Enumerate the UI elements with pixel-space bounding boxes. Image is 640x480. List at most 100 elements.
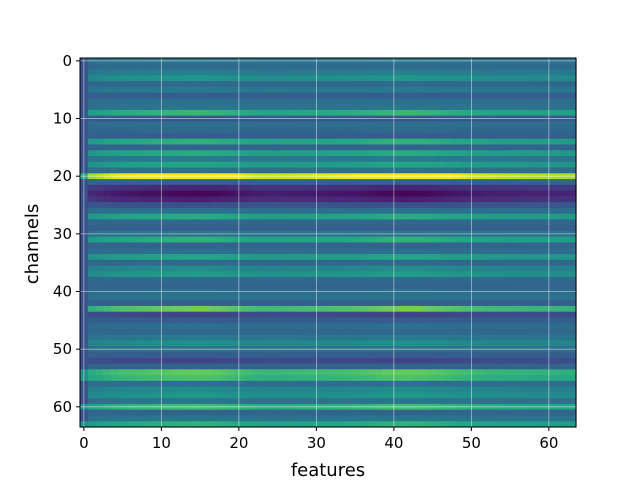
heatmap-cell — [483, 179, 492, 186]
heatmap-cell — [366, 334, 376, 342]
heatmap-cell — [149, 357, 159, 365]
heatmap-cell — [428, 69, 438, 76]
heatmap-cell — [304, 282, 314, 290]
heatmap-cell — [351, 179, 360, 186]
heatmap-cell — [111, 271, 120, 278]
heatmap-cell — [521, 380, 531, 388]
heatmap-cell — [118, 98, 128, 105]
heatmap-cell — [452, 305, 461, 313]
heatmap-cell — [250, 109, 259, 117]
heatmap-cell — [165, 352, 174, 359]
heatmap-cell — [568, 86, 577, 94]
heatmap-cell — [552, 334, 562, 342]
heatmap-cell — [343, 109, 352, 117]
heatmap-cell — [297, 277, 306, 284]
heatmap-cell — [498, 380, 507, 388]
heatmap-cell — [211, 398, 221, 405]
heatmap-cell — [405, 334, 414, 342]
heatmap-cell — [366, 282, 376, 290]
heatmap-cell — [452, 415, 461, 422]
heatmap-cell — [382, 375, 391, 382]
heatmap-cell — [289, 132, 298, 140]
heatmap-cell — [87, 81, 97, 88]
heatmap-cell — [258, 121, 267, 128]
heatmap-cell — [359, 311, 368, 319]
heatmap-cell — [219, 167, 228, 174]
heatmap-cell — [227, 202, 236, 209]
heatmap-cell — [514, 132, 523, 140]
heatmap-cell — [196, 156, 205, 163]
heatmap-cell — [444, 104, 453, 111]
heatmap-cell — [173, 127, 182, 134]
heatmap-cell — [196, 363, 205, 370]
heatmap-cell — [483, 242, 492, 249]
heatmap-cell — [366, 98, 376, 105]
heatmap-cell — [266, 305, 275, 313]
heatmap-cell — [173, 398, 182, 405]
heatmap-cell — [289, 207, 298, 215]
heatmap-cell — [421, 386, 430, 394]
heatmap-cell — [552, 104, 562, 111]
heatmap-cell — [165, 265, 174, 272]
heatmap-cell — [560, 121, 569, 128]
heatmap-cell — [359, 156, 368, 163]
x-tick-label: 0 — [79, 434, 89, 452]
heatmap-cell — [421, 305, 430, 313]
heatmap-cell — [328, 375, 337, 382]
heatmap-cell — [196, 75, 205, 82]
heatmap-cell — [173, 167, 182, 174]
heatmap-cell — [328, 305, 337, 313]
heatmap-cell — [568, 127, 577, 134]
heatmap-cell — [219, 369, 228, 376]
heatmap-cell — [304, 184, 314, 192]
heatmap-cell — [103, 161, 112, 169]
heatmap-cell — [211, 242, 221, 249]
heatmap-cell — [304, 156, 314, 163]
heatmap-cell — [219, 328, 228, 336]
heatmap-cell — [328, 63, 337, 71]
heatmap-cell — [421, 69, 430, 76]
heatmap-cell — [242, 236, 252, 244]
heatmap-cell — [560, 380, 569, 388]
heatmap-cell — [173, 415, 182, 422]
heatmap-cell — [459, 265, 469, 272]
heatmap-cell — [142, 75, 151, 82]
heatmap-cell — [366, 311, 376, 319]
heatmap-cell — [490, 254, 500, 261]
heatmap-cell — [219, 144, 228, 151]
heatmap-cell — [413, 254, 422, 261]
heatmap-cell — [459, 386, 469, 394]
heatmap-cell — [498, 392, 507, 399]
heatmap-cell — [514, 161, 523, 169]
heatmap-cell — [483, 104, 492, 111]
heatmap-cell — [111, 380, 120, 388]
heatmap-cell — [273, 242, 283, 249]
heatmap-cell — [351, 190, 360, 197]
heatmap-cell — [413, 277, 422, 284]
heatmap-cell — [126, 86, 135, 94]
heatmap-cell — [227, 421, 236, 428]
heatmap-cell — [459, 317, 469, 324]
heatmap-cell — [266, 369, 275, 376]
heatmap-cell — [188, 121, 197, 128]
heatmap-cell — [142, 132, 151, 140]
heatmap-cell — [552, 196, 562, 203]
heatmap-cell — [436, 213, 445, 221]
heatmap-cell — [95, 150, 104, 157]
heatmap-cell — [227, 265, 236, 272]
heatmap-cell — [521, 190, 531, 197]
heatmap-cell — [537, 81, 546, 88]
heatmap-cell — [343, 92, 352, 99]
heatmap-cell — [452, 248, 461, 255]
heatmap-cell — [273, 386, 283, 394]
heatmap-cell — [126, 265, 135, 272]
heatmap-cell — [211, 386, 221, 394]
heatmap-cell — [289, 184, 298, 192]
heatmap-cell — [529, 127, 538, 134]
heatmap-cell — [560, 219, 569, 226]
heatmap-cell — [118, 156, 128, 163]
heatmap-cell — [149, 109, 159, 117]
heatmap-cell — [498, 121, 507, 128]
heatmap-cell — [413, 81, 422, 88]
